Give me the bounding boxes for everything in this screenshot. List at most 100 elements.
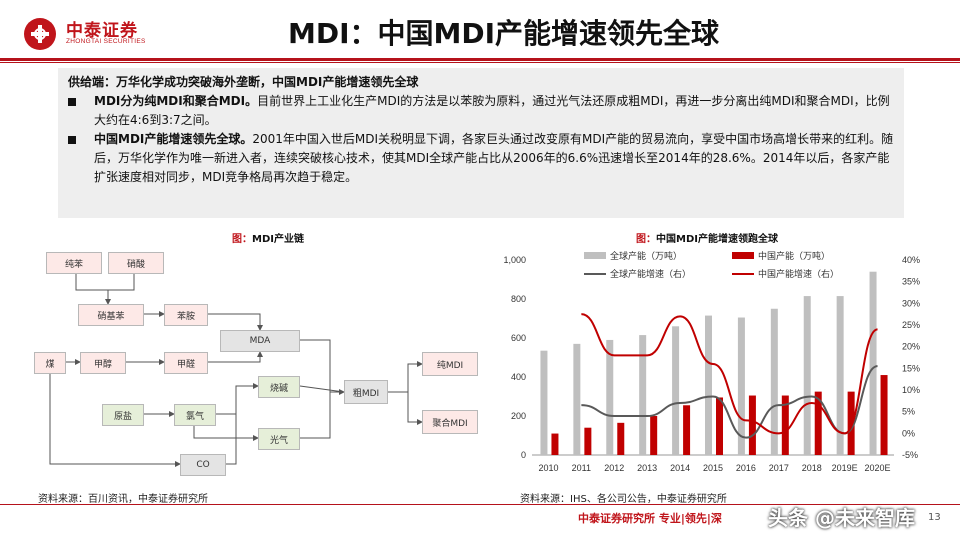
- bullet-square-icon: [68, 136, 76, 144]
- legend-swatch: [732, 252, 754, 259]
- logo-mark-icon: [24, 18, 56, 50]
- x-tick-label: 2015: [703, 463, 723, 473]
- capacity-chart: 0 200 400 600 800 1,000 -5% 0% 5% 10% 15% 20% 25% 30%…: [503, 250, 920, 473]
- x-tick-label: 2020E: [865, 463, 891, 473]
- y-right-tick-label: 0%: [902, 428, 915, 438]
- y-left-tick-label: 600: [511, 333, 526, 343]
- x-tick-label: 2012: [604, 463, 624, 473]
- company-logo: 中泰证券 ZHONGTAI SECURITIES: [22, 14, 172, 54]
- bar-global: [672, 326, 680, 455]
- node-phosgene: 光气: [258, 428, 300, 450]
- x-tick-label: 2010: [538, 463, 558, 473]
- bar-china: [748, 395, 756, 455]
- bar-china: [650, 416, 658, 455]
- bar-global: [639, 335, 647, 455]
- node-caustic-soda: 烧碱: [258, 376, 300, 398]
- bullet-item: MDI分为纯MDI和聚合MDI。目前世界上工业化生产MDI的方法是以苯胺为原料，…: [68, 92, 894, 130]
- node-nitric-acid: 硝酸: [108, 252, 164, 274]
- bullet-bold: 中国MDI产能增速领先全球。: [94, 132, 253, 146]
- y-right-tick-label: 30%: [902, 298, 920, 308]
- bar-global: [869, 271, 877, 455]
- bullet-item: 中国MDI产能增速领先全球。2001年中国入世后MDI关税明显下调，各家巨头通过…: [68, 130, 894, 187]
- bar-china: [551, 433, 559, 455]
- y-left-tick-label: 800: [511, 294, 526, 304]
- bullet-square-icon: [68, 98, 76, 106]
- bar-global: [573, 343, 581, 455]
- bullet-text: 2001年中国入世后MDI关税明显下调，各家巨头通过改变原有MDI产能的贸易流向…: [94, 132, 894, 184]
- logo-name: 中泰证券: [66, 21, 138, 41]
- summary-box: 供给端：万华化学成功突破海外垄断，中国MDI产能增速领先全球 MDI分为纯MDI…: [58, 68, 904, 218]
- legend-label: 全球产能增速（右）: [610, 268, 691, 280]
- flow-caption: 图：MDI产业链: [232, 230, 304, 245]
- bar-china: [781, 395, 789, 455]
- bar-global: [803, 296, 811, 455]
- y-right-tick-label: 15%: [902, 363, 920, 373]
- bar-global: [770, 308, 778, 455]
- legend-label: 中国产能（万吨）: [758, 250, 830, 262]
- x-tick-label: 2011: [572, 463, 591, 473]
- node-mda: MDA: [220, 330, 300, 352]
- page-title: MDI：中国MDI产能增速领先全球: [288, 17, 720, 50]
- watermark: 头条 @未来智库: [768, 506, 915, 530]
- bar-global: [705, 315, 712, 455]
- y-right-tick-label: 25%: [902, 320, 920, 330]
- node-polymer-mdi: 聚合MDI: [422, 410, 478, 434]
- y-left-tick-label: 0: [521, 450, 526, 460]
- y-left-tick-label: 400: [511, 372, 526, 382]
- bar-global: [606, 339, 614, 455]
- page-number: 13: [928, 512, 941, 523]
- bullet-text: 目前世界上工业化生产MDI的方法是以苯胺为原料，通过光气法还原成粗MDI，再进一…: [94, 94, 890, 127]
- bar-china: [847, 391, 855, 455]
- x-tick-label: 2013: [637, 463, 657, 473]
- bar-global: [737, 317, 745, 455]
- node-coal: 煤: [34, 352, 66, 374]
- chart-caption: 图：中国MDI产能增速领跑全球: [636, 230, 778, 245]
- mdi-chain-diagram: 纯苯 硝酸 硝基苯 苯胺 MDA 煤 甲醇 甲醛 烧碱 粗MDI 纯MDI 聚合…: [30, 246, 500, 486]
- footer-divider: [0, 504, 960, 505]
- node-chlorine: 氯气: [174, 404, 216, 426]
- node-salt: 原盐: [102, 404, 144, 426]
- node-pure-mdi: 纯MDI: [422, 352, 478, 376]
- bar-global: [540, 350, 548, 455]
- node-formaldehyde: 甲醛: [164, 352, 208, 374]
- node-co: CO: [180, 454, 226, 476]
- x-tick-label: 2014: [670, 463, 690, 473]
- node-aniline: 苯胺: [164, 304, 208, 326]
- footer-slogan: 中泰证券研究所 专业|领先|深: [578, 512, 722, 525]
- bar-china: [584, 427, 592, 455]
- flow-arrows: [49, 274, 423, 467]
- bar-china: [716, 397, 723, 455]
- node-methanol: 甲醇: [80, 352, 126, 374]
- bar-china: [880, 375, 888, 455]
- caption-prefix: 图：: [232, 234, 252, 245]
- caption-text: MDI产业链: [252, 234, 304, 245]
- y-right-tick-label: 40%: [902, 255, 920, 265]
- y-left-tick-label: 1,000: [503, 255, 526, 265]
- x-tick-label: 2018: [802, 463, 822, 473]
- y-right-tick-label: 20%: [902, 342, 920, 352]
- node-nitrobenzene: 硝基苯: [78, 304, 144, 326]
- y-left-tick-label: 200: [511, 411, 526, 421]
- caption-prefix: 图：: [636, 234, 656, 245]
- node-benzene: 纯苯: [46, 252, 102, 274]
- y-right-tick-label: 10%: [902, 385, 920, 395]
- x-tick-label: 2016: [736, 463, 756, 473]
- chart-source: 资料来源：IHS、各公司公告，中泰证券研究所: [520, 494, 727, 505]
- bullet-bold: MDI分为纯MDI和聚合MDI。: [94, 94, 258, 108]
- y-right-tick-label: -5%: [902, 450, 918, 460]
- y-right-tick-label: 35%: [902, 277, 920, 287]
- legend-label: 全球产能（万吨）: [610, 250, 682, 262]
- legend-label: 中国产能增速（右）: [758, 268, 839, 280]
- bar-china: [814, 391, 822, 455]
- x-tick-label: 2019E: [832, 463, 858, 473]
- header-divider-thin: [0, 62, 960, 63]
- flow-source: 资料来源：百川资讯，中泰证券研究所: [38, 494, 208, 505]
- bar-china: [683, 405, 691, 455]
- logo-subtitle: ZHONGTAI SECURITIES: [66, 38, 146, 45]
- y-right-tick-label: 5%: [902, 407, 915, 417]
- line-china-growth: [581, 313, 878, 435]
- bar-china: [617, 422, 625, 455]
- summary-heading: 供给端：万华化学成功突破海外垄断，中国MDI产能增速领先全球: [68, 75, 419, 89]
- legend-swatch: [584, 252, 606, 259]
- node-crude-mdi: 粗MDI: [344, 380, 388, 404]
